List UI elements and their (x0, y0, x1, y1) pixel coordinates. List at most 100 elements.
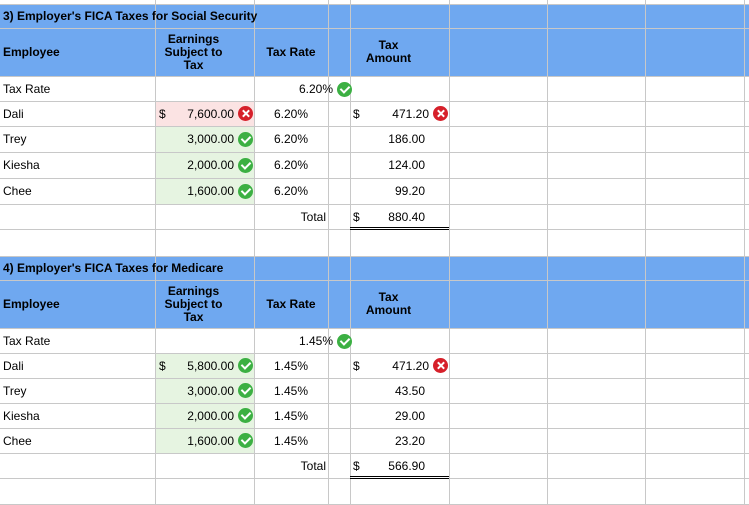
ss-dali-amount: 471.20 (392, 106, 429, 121)
med-trey-rate: 1.45% (273, 383, 309, 398)
med-dali-earnings-cell[interactable]: 5,800.00 (155, 353, 253, 378)
med-chee-earnings: 1,600.00 (187, 433, 234, 448)
ss-kiesha-name: Kiesha (3, 158, 40, 172)
ss-section-title: 3) Employer's FICA Taxes for Social Secu… (3, 9, 258, 23)
grid-row-line (0, 101, 749, 102)
ss-earnings-header-line1: Earnings (167, 31, 220, 46)
grid-row-line (0, 152, 749, 153)
ss-earnings-header: Earnings Subject to Tax (155, 28, 232, 76)
med-employee-header: Employee (3, 297, 60, 311)
ss-tax-amount-header-line1: Tax (378, 38, 399, 52)
med-earnings-header: Earnings Subject to Tax (155, 280, 232, 328)
ss-kiesha-amount[interactable]: 124.00 (388, 158, 425, 172)
grid-row-line (0, 280, 749, 281)
med-tax-amount-header-line1: Tax (378, 290, 399, 304)
ss-total-dollar: $ (353, 209, 360, 224)
med-trey-amount[interactable]: 43.50 (394, 383, 425, 398)
ss-tax-amount-header-line2: Amount (365, 51, 412, 65)
ss-title-band (0, 4, 749, 28)
med-chee-earnings-cell[interactable]: 1,600.00 (155, 428, 253, 453)
med-trey-earnings-cell[interactable]: 3,000.00 (155, 378, 253, 403)
ss-trey-name: Trey (3, 132, 27, 146)
med-rate-value: 1.45% (298, 334, 333, 348)
ss-rate-value-cell[interactable]: 6.20% (254, 77, 352, 101)
med-total-value[interactable]: 566.90 (388, 458, 425, 473)
med-rate-value-cell[interactable]: 1.45% (254, 329, 352, 353)
med-tax-rate-header: Tax Rate (266, 297, 316, 311)
ss-chee-name: Chee (3, 184, 32, 198)
grid-row-line (0, 403, 749, 404)
grid-row-line (0, 453, 749, 454)
ss-dali-rate: 6.20% (273, 106, 309, 121)
grid-col-line (547, 0, 548, 505)
x-icon (238, 106, 253, 121)
grid-row-line (0, 428, 749, 429)
ss-kiesha-earnings-cell[interactable]: 2,000.00 (155, 152, 253, 178)
grid-col-line (744, 0, 745, 505)
x-icon (433, 106, 448, 121)
med-earnings-header-line1: Earnings (167, 283, 220, 298)
ss-chee-amount[interactable]: 99.20 (394, 184, 425, 198)
med-dali-name: Dali (3, 358, 24, 373)
check-icon (238, 358, 253, 373)
grid-row-line (0, 256, 749, 257)
ss-chee-earnings-cell[interactable]: 1,600.00 (155, 178, 253, 204)
grid-col-line (645, 0, 646, 505)
grid-col-line (328, 0, 329, 505)
med-kiesha-earnings-cell[interactable]: 2,000.00 (155, 403, 253, 428)
ss-dali-amount-cell[interactable]: 471.20 (350, 101, 448, 126)
med-dali-dollar: $ (159, 358, 166, 373)
med-chee-amount[interactable]: 23.20 (394, 433, 425, 448)
med-kiesha-amount[interactable]: 29.00 (394, 408, 425, 423)
med-kiesha-name: Kiesha (3, 408, 40, 423)
x-icon (433, 358, 448, 373)
ss-rate-value: 6.20% (298, 82, 333, 96)
ss-header-band (0, 28, 749, 76)
ss-tax-amount-header: Tax Amount (328, 28, 449, 76)
med-section-title: 4) Employer's FICA Taxes for Medicare (3, 261, 224, 275)
check-icon (238, 383, 253, 398)
ss-dali-dollar: $ (159, 106, 166, 121)
check-icon (238, 131, 253, 147)
med-dali-earnings: 5,800.00 (187, 358, 234, 373)
ss-tax-rate-header: Tax Rate (266, 45, 316, 59)
ss-trey-amount[interactable]: 186.00 (388, 132, 425, 146)
med-header-band (0, 280, 749, 328)
ss-chee-earnings: 1,600.00 (187, 184, 234, 198)
check-icon (337, 333, 352, 349)
med-kiesha-earnings: 2,000.00 (187, 408, 234, 423)
ss-dali-amount-dollar: $ (353, 106, 360, 121)
ss-trey-earnings-cell[interactable]: 3,000.00 (155, 126, 253, 152)
grid-row-line (0, 328, 749, 329)
med-tax-amount-header-line2: Amount (365, 303, 412, 317)
ss-total-label: Total (300, 209, 326, 224)
med-kiesha-rate: 1.45% (273, 408, 309, 423)
ss-chee-rate: 6.20% (273, 184, 309, 198)
ss-total-value[interactable]: 880.40 (388, 209, 425, 224)
ss-dali-earnings-cell[interactable]: 7,600.00 (155, 101, 253, 126)
grid-col-line (254, 0, 255, 505)
ss-kiesha-earnings: 2,000.00 (187, 158, 234, 172)
grid-row-line (0, 4, 749, 5)
med-dali-amount-cell[interactable]: 471.20 (350, 353, 448, 378)
med-dali-amount-dollar: $ (353, 358, 360, 373)
grid-col-line (155, 0, 156, 505)
check-icon (238, 183, 253, 199)
grid-row-line (0, 76, 749, 77)
ss-earnings-header-line2: Subject to (164, 44, 223, 59)
ss-kiesha-rate: 6.20% (273, 158, 309, 172)
grid-row-line (0, 353, 749, 354)
med-trey-earnings: 3,000.00 (187, 383, 234, 398)
med-earnings-header-line3: Tax (183, 309, 204, 324)
med-earnings-header-line2: Subject to (164, 296, 223, 311)
med-total-double-underline (350, 476, 449, 479)
ss-dali-name: Dali (3, 106, 24, 121)
ss-trey-earnings: 3,000.00 (187, 132, 234, 146)
ss-employee-header: Employee (3, 45, 60, 59)
med-title-band (0, 256, 749, 280)
med-dali-amount: 471.20 (392, 358, 429, 373)
check-icon (337, 81, 352, 97)
grid-row-line (0, 204, 749, 205)
grid-row-line (0, 378, 749, 379)
med-chee-name: Chee (3, 433, 32, 448)
